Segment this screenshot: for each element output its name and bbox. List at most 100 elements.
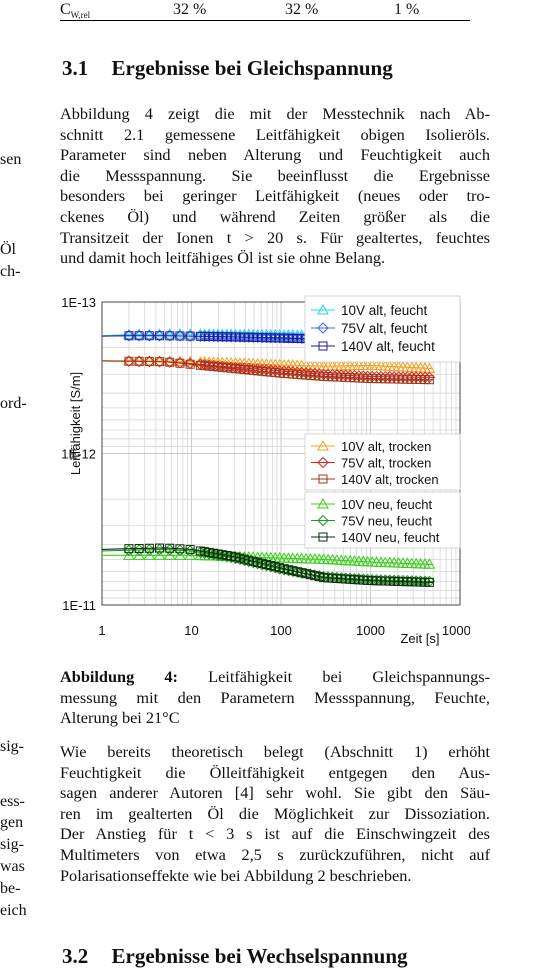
series-marker	[124, 331, 134, 341]
series-marker	[175, 358, 185, 368]
series-marker	[124, 544, 134, 554]
x-axis-label: Zeit [s]	[400, 631, 439, 646]
legend-entry: 75V alt, feucht	[341, 321, 428, 336]
section-heading-3-2: 3.2 Ergebnisse bei Wechselspannung	[62, 944, 408, 969]
text-line: ren im gealterten Öl die Möglichkeit zur…	[60, 803, 490, 823]
series-marker	[155, 543, 165, 553]
legend-marker	[318, 341, 328, 351]
legend-marker	[317, 497, 329, 509]
legend-marker	[318, 532, 328, 542]
series-marker	[265, 331, 277, 344]
series-marker	[174, 355, 186, 367]
text-line: besonders bei geringer Leitfähigkeit (ne…	[60, 186, 490, 206]
series-marker	[143, 355, 156, 368]
table-row-cw-rel: CW,rel 32 % 32 % 1 %	[60, 0, 470, 22]
text-line: Transitzeit der Ionen t > 20 s. Für geal…	[60, 227, 490, 247]
series-marker	[134, 543, 144, 553]
table-cell: 1 %	[394, 1, 420, 18]
paragraph-3-1: Abbildung 4 zeigt die mit der Messtechni…	[60, 104, 490, 269]
left-column-fragment: ord-	[0, 395, 27, 412]
series-marker	[247, 331, 259, 343]
series-marker	[164, 330, 176, 342]
section-title: Ergebnisse bei Wechselspannung	[111, 944, 408, 968]
series-marker	[174, 330, 186, 342]
table-cell: 32 %	[285, 1, 319, 18]
y-axis-label: Leitfähigkeit [S/m]	[68, 372, 83, 475]
series-marker	[221, 331, 233, 343]
legend-marker	[317, 439, 329, 451]
series-marker	[153, 549, 166, 560]
series-marker	[185, 331, 195, 341]
series-marker	[144, 357, 154, 367]
series-marker	[194, 330, 207, 343]
y-tick-label: 1E-13	[61, 295, 96, 310]
series-marker	[174, 549, 186, 560]
series-marker	[256, 331, 268, 344]
legend-marker	[317, 322, 329, 334]
series-marker	[175, 544, 185, 554]
left-column-fragment: be-	[0, 880, 21, 897]
legend-marker	[317, 514, 329, 527]
series-marker	[273, 331, 286, 344]
left-column-fragment: ch-	[0, 263, 21, 280]
legend-box	[304, 295, 461, 363]
legend-marker	[317, 303, 329, 315]
x-tick-label: 10000	[442, 623, 470, 638]
series-marker	[199, 330, 211, 343]
table-cell: 32 %	[173, 1, 207, 18]
series-marker	[174, 357, 186, 369]
series-marker	[165, 543, 175, 553]
legend-entry: 140V alt, feucht	[341, 339, 435, 354]
left-column-fragment: sen	[0, 151, 22, 168]
series-marker	[165, 357, 175, 367]
series-marker	[134, 331, 144, 341]
series-marker	[153, 355, 166, 368]
left-column-fragment: eich	[0, 902, 27, 919]
series-marker	[269, 331, 281, 344]
table-rule	[60, 20, 470, 21]
series-marker	[143, 549, 156, 560]
series-marker	[251, 331, 264, 344]
series-marker	[155, 357, 165, 367]
table-label: CW,rel	[60, 1, 91, 21]
series-marker	[424, 577, 434, 587]
text-line: Der Anstieg für t < 3 s ist auf die Eins…	[60, 824, 490, 844]
x-tick-label: 10	[184, 623, 198, 638]
series-marker	[123, 330, 135, 342]
series-marker	[143, 330, 156, 342]
text-line: die Messspannung. Sie beeinflusst die Er…	[60, 165, 490, 185]
series-marker	[260, 331, 273, 344]
left-column-fragment: sig-	[0, 738, 24, 755]
text-line: Feuchtigkeit die Ölleitfähigkeit entgege…	[60, 762, 490, 782]
series-marker	[423, 558, 436, 569]
legend-entry: 75V neu, feucht	[341, 514, 432, 529]
section-number: 3.2	[62, 944, 89, 968]
x-tick-label: 100	[270, 623, 292, 638]
caption-text: messung mit den Parametern Messspannung,…	[60, 687, 490, 707]
series-marker	[133, 355, 145, 368]
series-marker	[185, 359, 195, 369]
series-marker	[203, 330, 215, 343]
series-marker	[225, 331, 237, 343]
series-marker	[133, 549, 145, 560]
series-marker	[163, 355, 176, 366]
series-marker	[123, 355, 135, 367]
text-line: Multimeters von etwa 2,5 s zurückzuführe…	[60, 844, 490, 864]
series-marker	[185, 544, 195, 554]
series-marker	[124, 356, 134, 366]
caption-label: Abbildung 4:	[60, 667, 178, 686]
series-marker	[243, 331, 255, 343]
series-marker	[212, 330, 224, 343]
left-column-fragment: ess-	[0, 793, 25, 810]
legend-entry: 10V alt, feucht	[341, 303, 428, 318]
series-marker	[184, 549, 196, 560]
conductivity-chart: 1 10 100 1000 10000 1E-13 1E-12 1E-11 Zeit [s] Le…	[61, 295, 470, 646]
series-marker	[134, 356, 144, 366]
section-number: 3.1	[62, 56, 89, 80]
series-marker	[153, 330, 166, 342]
legend-entry: 140V neu, feucht	[341, 530, 440, 545]
series-marker	[144, 543, 154, 553]
left-column-fragment: Öl	[0, 241, 16, 258]
y-tick-label: 1E-11	[62, 598, 96, 613]
series-marker	[144, 331, 154, 341]
